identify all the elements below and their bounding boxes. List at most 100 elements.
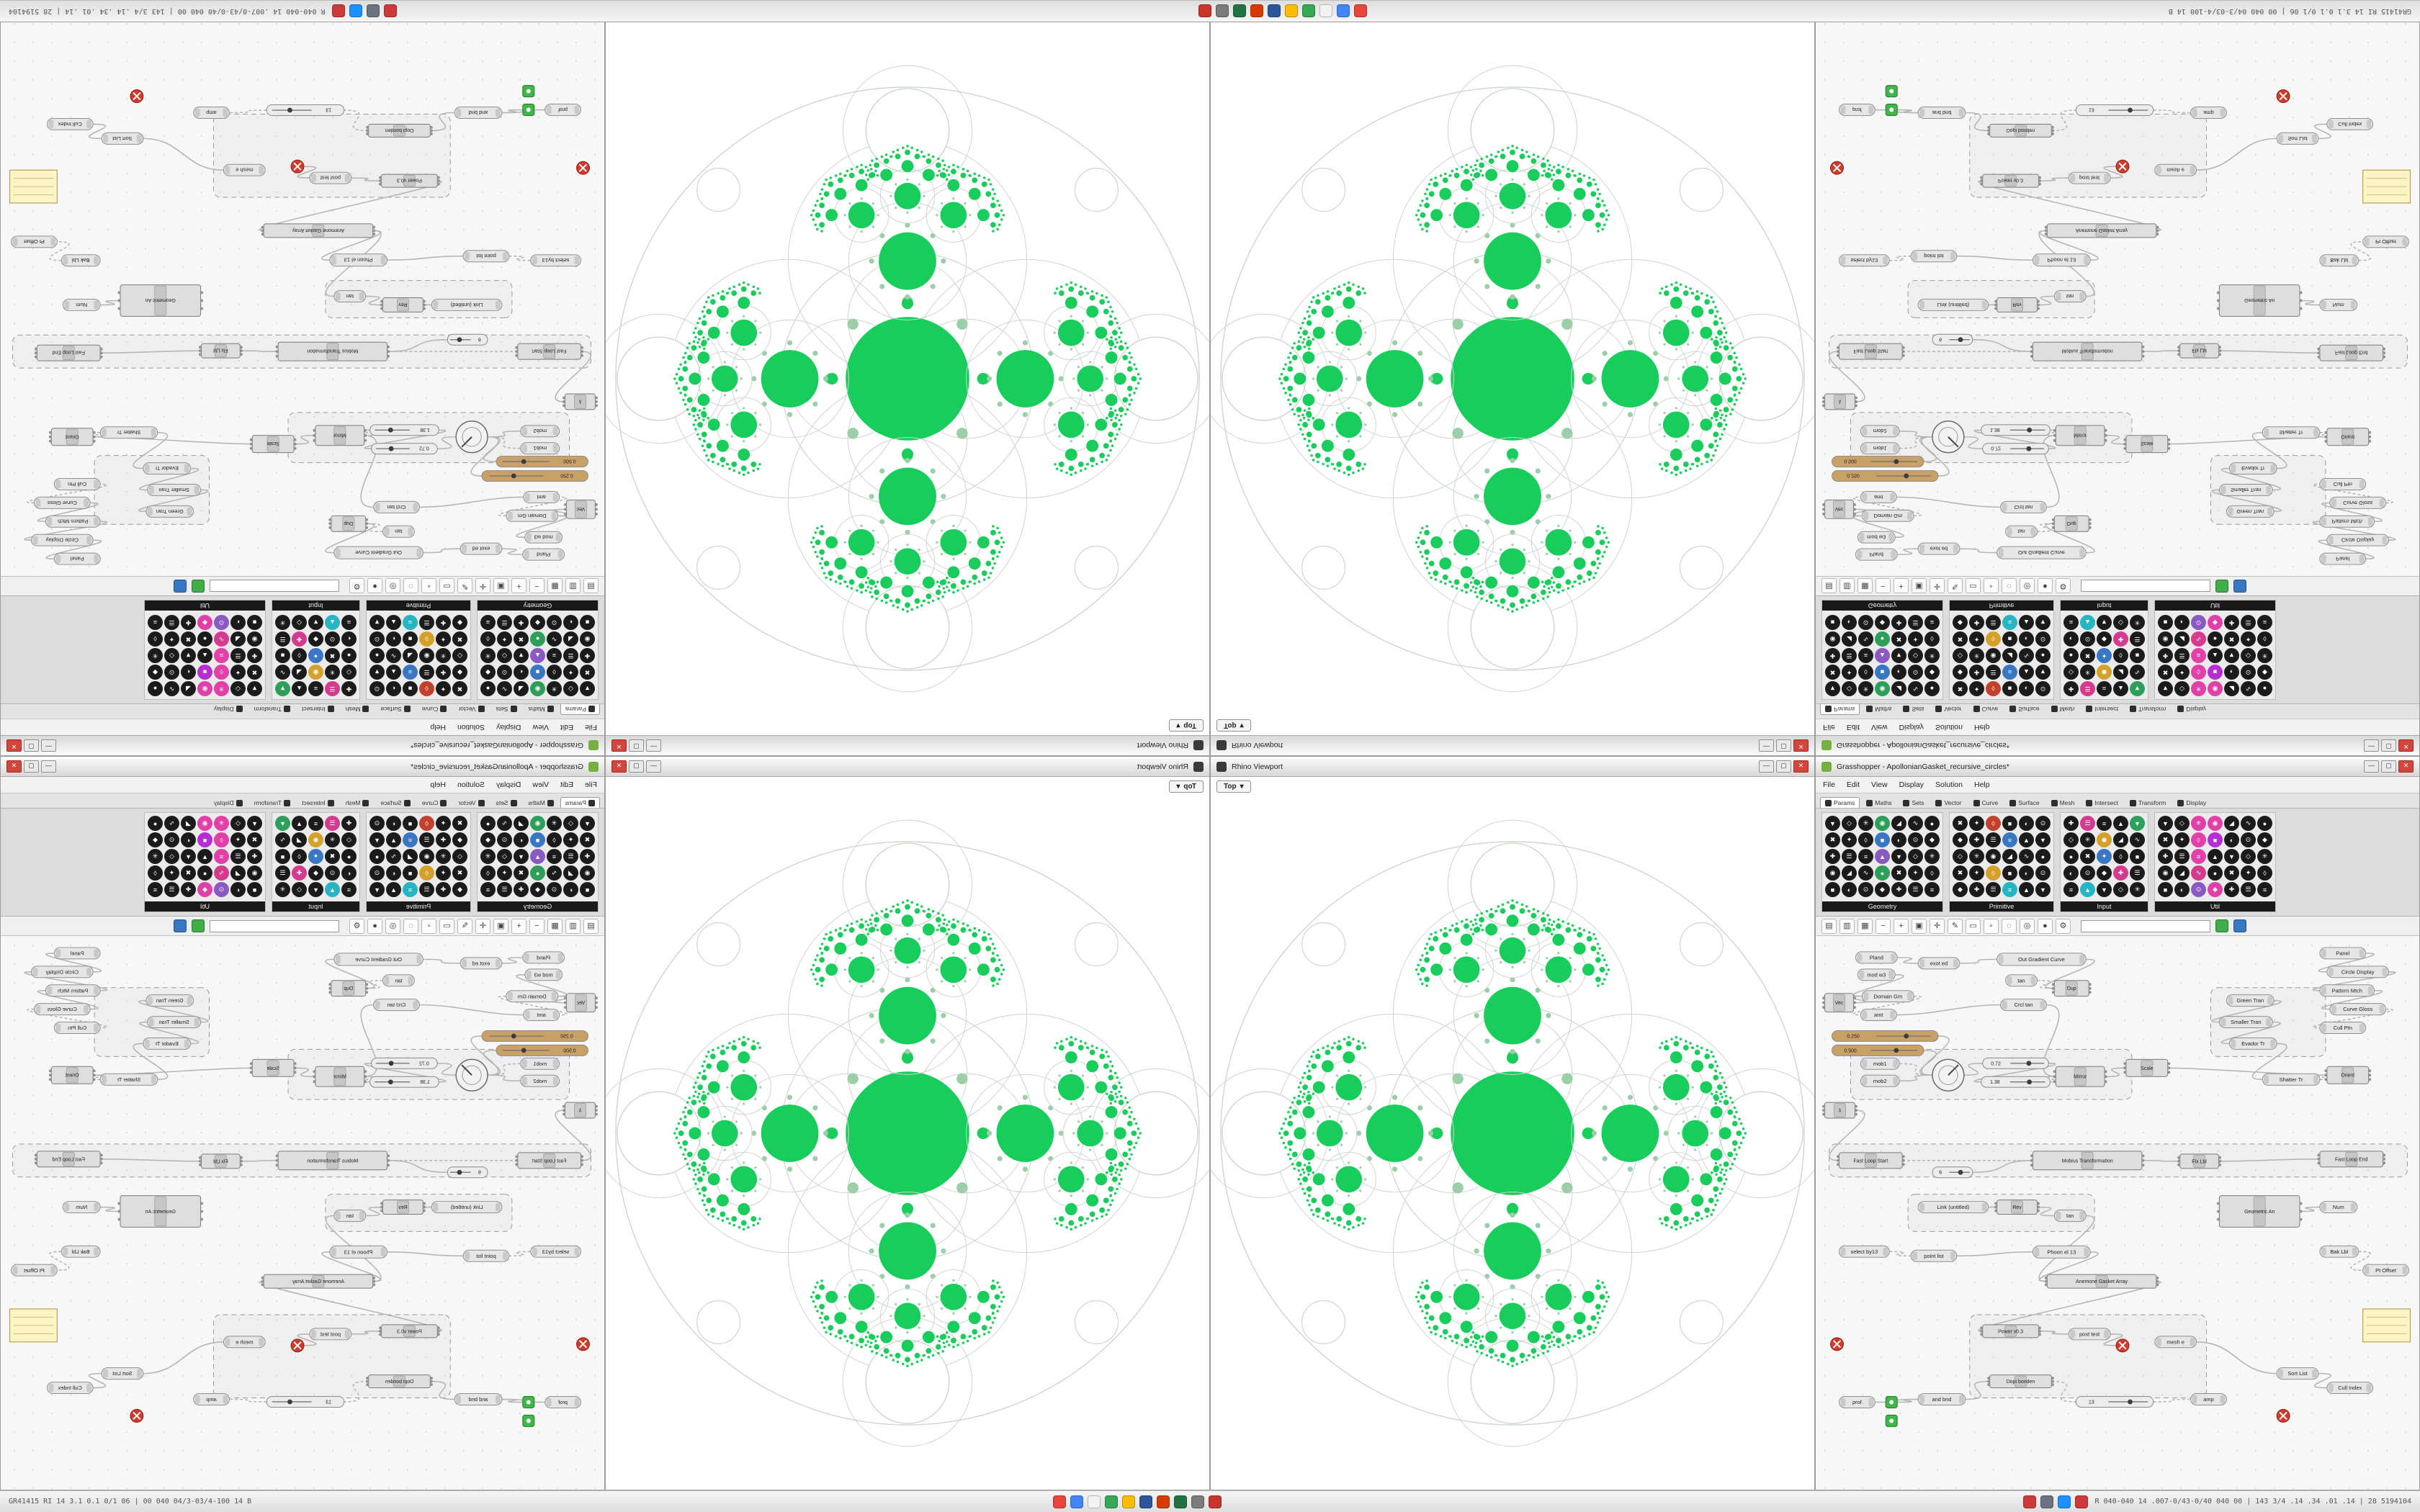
component-icon[interactable]: ■	[2002, 816, 2017, 831]
gh-node[interactable]: 1.38	[1981, 424, 2051, 436]
gh-node[interactable]: and bnd	[454, 1393, 503, 1405]
component-icon[interactable]: ✳	[275, 615, 290, 630]
gh-node[interactable]: Smaller Tran	[147, 1016, 202, 1029]
gh-node[interactable]: Link (untitled)	[431, 299, 503, 311]
component-icon[interactable]: ✖	[580, 832, 595, 847]
component-icon[interactable]: ≡	[547, 849, 562, 864]
component-icon[interactable]: ☰	[2241, 882, 2256, 897]
component-icon[interactable]: ◢	[2174, 631, 2190, 647]
gh-node[interactable]: mob1	[1860, 1057, 1900, 1070]
component-icon[interactable]: ✳	[2191, 681, 2206, 696]
gh-node[interactable]: Panel	[2319, 552, 2367, 565]
maximize-button[interactable]: ▢	[24, 739, 39, 752]
tab-curve[interactable]: Curve	[1968, 704, 2004, 715]
gh-node[interactable]: 13	[266, 104, 345, 116]
component-icon[interactable]: ◊	[419, 865, 434, 881]
component-icon[interactable]: ◇	[164, 648, 179, 663]
component-icon[interactable]: ✦	[2241, 865, 2256, 881]
component-icon[interactable]: ◇	[341, 832, 357, 847]
component-icon[interactable]: ⊙	[369, 816, 385, 831]
zoom-extents-icon[interactable]: ▣	[1912, 918, 1927, 934]
component-icon[interactable]: ●	[2063, 648, 2079, 663]
menu-item-view[interactable]: View	[1871, 723, 1888, 732]
viewport-canvas[interactable]: Top ▾	[606, 22, 1209, 735]
tab-mesh[interactable]: Mesh	[2046, 704, 2080, 715]
component-icon[interactable]: ✦	[308, 849, 323, 864]
component-icon[interactable]: ≡	[148, 615, 163, 630]
component-icon[interactable]: ✦	[436, 816, 451, 831]
viewport-canvas[interactable]: Top ▾	[1211, 22, 1814, 735]
save-document-icon[interactable]: ▦	[547, 918, 563, 934]
menu-item-view[interactable]: View	[1871, 780, 1888, 789]
gh-node[interactable]	[455, 1058, 488, 1092]
menu-item-help[interactable]: Help	[430, 723, 447, 732]
component-icon[interactable]: ◊	[2257, 631, 2272, 647]
component-icon[interactable]: ◆	[2257, 665, 2272, 680]
component-icon[interactable]: ◉	[308, 832, 323, 847]
gh-node[interactable]	[2115, 159, 2130, 174]
component-icon[interactable]: ◆	[148, 665, 163, 680]
gh-node[interactable]	[130, 89, 144, 104]
component-icon[interactable]: ◇	[230, 816, 246, 831]
component-icon[interactable]: ✚	[514, 615, 529, 630]
gh-node[interactable]: Mirror	[2053, 1066, 2107, 1087]
component-icon[interactable]: ⊙	[369, 631, 385, 647]
component-icon[interactable]: ◉	[1875, 816, 1890, 831]
component-icon[interactable]: ✳	[1924, 648, 1940, 663]
gh-node[interactable]: Mirror	[2053, 425, 2107, 446]
component-icon[interactable]: ◆	[1875, 615, 1890, 630]
component-icon[interactable]: ✳	[148, 849, 163, 864]
gh-node[interactable]: mod w3	[524, 531, 563, 544]
component-icon[interactable]: ✳	[148, 648, 163, 663]
component-icon[interactable]: ◐	[2019, 631, 2034, 647]
preview-shaded-icon[interactable]: ●	[2038, 918, 2053, 934]
component-icon[interactable]: ✦	[164, 865, 179, 881]
component-icon[interactable]: ◆	[2208, 615, 2223, 630]
component-icon[interactable]: ⊙	[2241, 832, 2256, 847]
close-button[interactable]: ✕	[611, 760, 627, 773]
tab-params[interactable]: Params	[560, 797, 600, 808]
component-icon[interactable]: ≡	[547, 648, 562, 663]
gh-node[interactable]: Circle Display	[2326, 534, 2390, 546]
gh-node[interactable]: Pland	[1855, 951, 1898, 964]
gh-node[interactable]: 0.72	[1982, 1057, 2049, 1069]
gh-node[interactable]: Cull Index	[2326, 1382, 2374, 1395]
gh-node[interactable]	[1885, 1396, 1898, 1408]
component-icon[interactable]: ☰	[419, 665, 434, 680]
preview-wireframe-button[interactable]	[174, 580, 187, 593]
gh-node[interactable]: Cull Ptn	[2319, 1022, 2367, 1034]
component-icon[interactable]: ◆	[452, 882, 467, 897]
tab-maths[interactable]: Maths	[524, 704, 559, 715]
gh-node[interactable]	[290, 159, 305, 174]
component-icon[interactable]: ◢	[563, 631, 578, 647]
component-icon[interactable]: ◢	[403, 648, 418, 663]
tab-sets[interactable]: Sets	[491, 797, 522, 808]
viewport-titlebar[interactable]: Rhino Viewport — ▢ ✕	[1211, 757, 1814, 777]
component-icon[interactable]: ≡	[2097, 681, 2112, 696]
gh-node[interactable]: exot ed	[1917, 542, 1960, 555]
component-icon[interactable]: ✳	[214, 681, 229, 696]
gh-node[interactable]: Panel	[2319, 947, 2367, 960]
component-icon[interactable]: ✖	[514, 631, 529, 647]
component-icon[interactable]: ■	[2002, 865, 2017, 881]
component-icon[interactable]: ■	[2158, 882, 2173, 897]
component-icon[interactable]: ◉	[1986, 648, 2001, 663]
component-icon[interactable]: ◢	[1842, 865, 1857, 881]
component-icon[interactable]: ◊	[214, 832, 229, 847]
maximize-button[interactable]: ▢	[1776, 760, 1791, 773]
group-icon[interactable]: ▭	[439, 578, 454, 594]
gh-node[interactable]: Orient	[48, 1066, 96, 1084]
component-icon[interactable]: ◉	[247, 865, 262, 881]
component-icon[interactable]: ■	[2208, 665, 2223, 680]
component-icon[interactable]: ∿	[2241, 681, 2256, 696]
component-icon[interactable]: ●	[148, 816, 163, 831]
component-icon[interactable]: ■	[247, 615, 262, 630]
component-icon[interactable]: ☰	[1986, 882, 2001, 897]
tab-vector[interactable]: Vector	[453, 704, 489, 715]
gh-node[interactable]: tan	[333, 1210, 367, 1222]
component-icon[interactable]: ✖	[452, 631, 467, 647]
gh-node[interactable]: 0.250	[1832, 470, 1939, 482]
sketch-icon[interactable]: ✎	[457, 578, 472, 594]
gh-node[interactable]	[130, 1408, 144, 1423]
component-icon[interactable]: ⊙	[164, 665, 179, 680]
